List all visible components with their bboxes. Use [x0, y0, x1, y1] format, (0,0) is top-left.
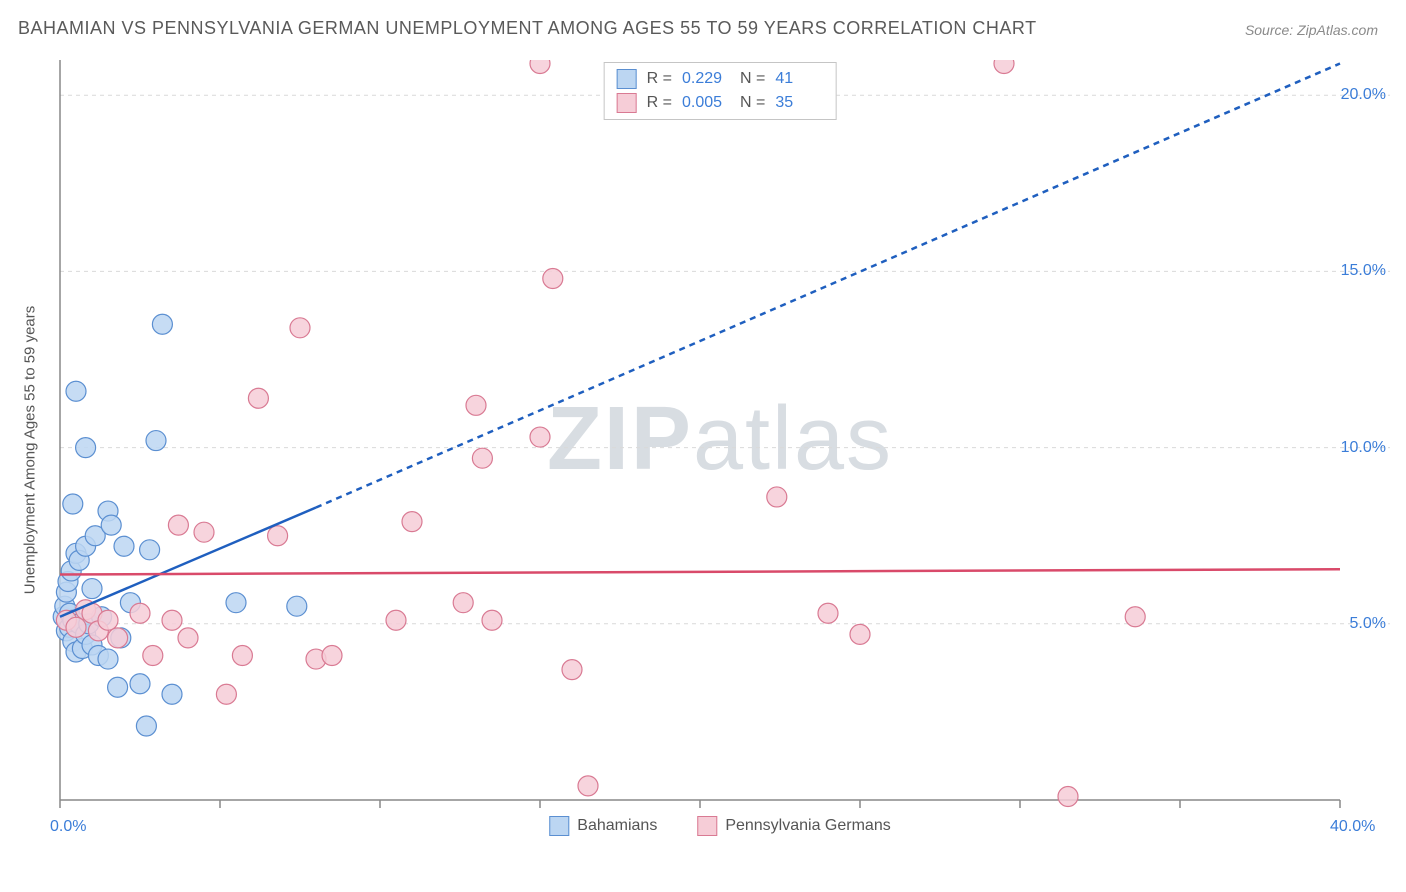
legend-swatch: [549, 816, 569, 836]
legend-label: Pennsylvania Germans: [725, 817, 890, 835]
x-tick-label: 40.0%: [1330, 818, 1375, 836]
y-tick-label: 15.0%: [1341, 262, 1386, 280]
y-axis-label: Unemployment Among Ages 55 to 59 years: [22, 306, 39, 595]
n-value: 41: [775, 70, 823, 88]
n-label: N =: [740, 94, 765, 112]
series-swatch: [617, 69, 637, 89]
r-value: 0.229: [682, 70, 730, 88]
stats-row: R = 0.005 N = 35: [617, 91, 824, 115]
chart-title: BAHAMIAN VS PENNSYLVANIA GERMAN UNEMPLOY…: [18, 18, 1037, 39]
x-tick-label: 0.0%: [50, 818, 86, 836]
scatter-plot: [50, 60, 1390, 840]
correlation-stats-box: R = 0.229 N = 41 R = 0.005 N = 35: [604, 62, 837, 120]
r-value: 0.005: [682, 94, 730, 112]
legend: Bahamians Pennsylvania Germans: [549, 816, 890, 836]
r-label: R =: [647, 70, 672, 88]
chart-area: ZIPatlas Unemployment Among Ages 55 to 5…: [50, 60, 1390, 840]
y-tick-label: 10.0%: [1341, 439, 1386, 457]
source-attribution: Source: ZipAtlas.com: [1245, 22, 1378, 38]
legend-item: Pennsylvania Germans: [697, 816, 890, 836]
legend-swatch: [697, 816, 717, 836]
legend-label: Bahamians: [577, 817, 657, 835]
legend-item: Bahamians: [549, 816, 657, 836]
y-tick-label: 20.0%: [1341, 86, 1386, 104]
r-label: R =: [647, 94, 672, 112]
series-swatch: [617, 93, 637, 113]
y-tick-label: 5.0%: [1350, 615, 1386, 633]
n-label: N =: [740, 70, 765, 88]
n-value: 35: [775, 94, 823, 112]
stats-row: R = 0.229 N = 41: [617, 67, 824, 91]
